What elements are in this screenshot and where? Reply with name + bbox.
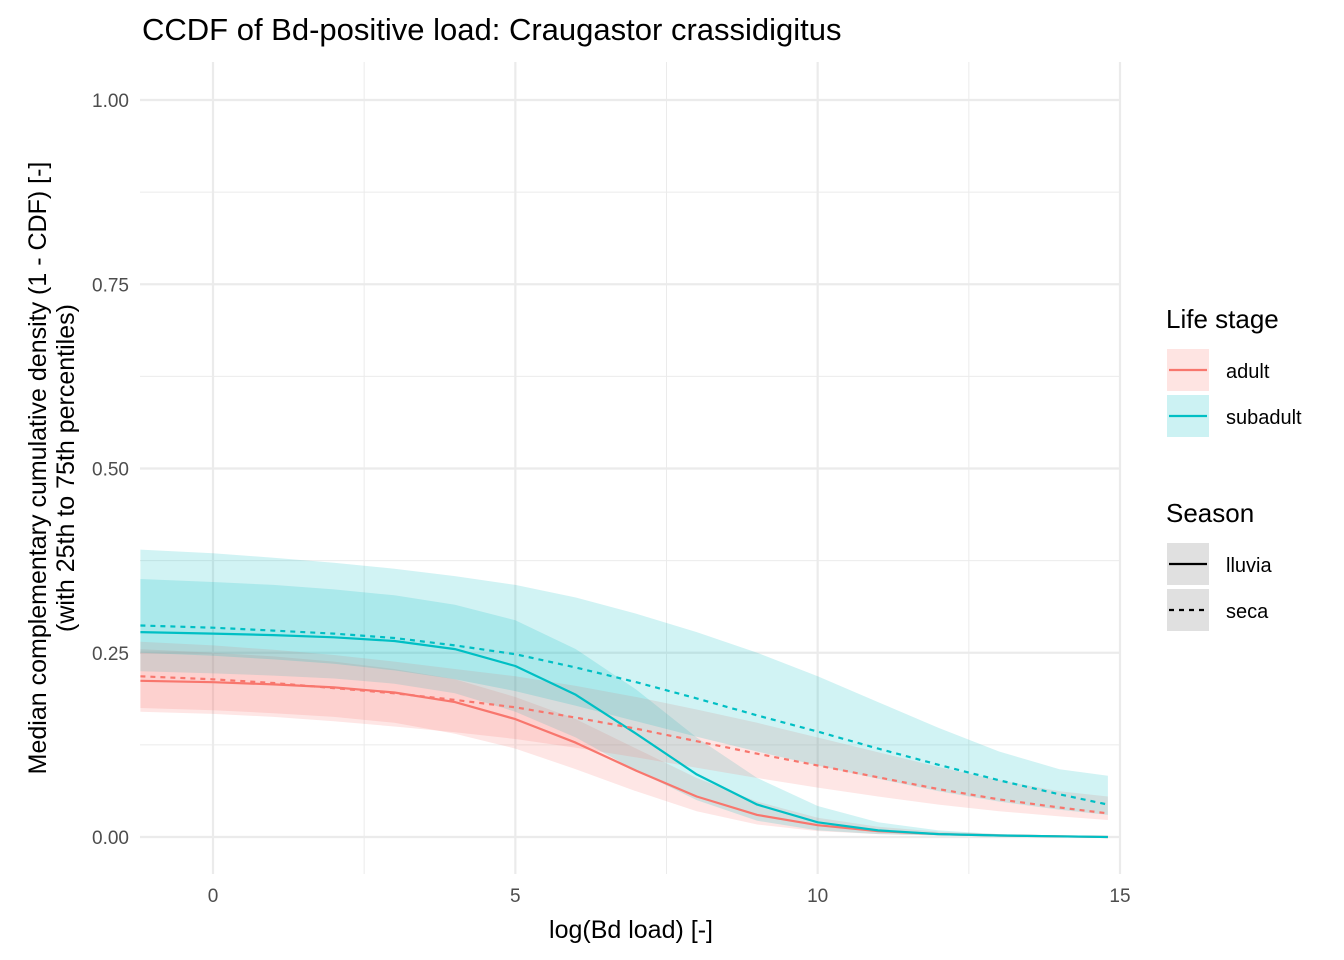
legend-item-subadult: subadult — [1167, 395, 1302, 437]
y-tick-label: 0.50 — [92, 460, 129, 481]
y-tick-label: 1.00 — [92, 91, 129, 112]
line-subadult-lluvia — [140, 631, 1108, 839]
y-tick-label: 0.00 — [92, 828, 129, 849]
legend-label-seca: seca — [1226, 601, 1269, 623]
y-axis-title-line1: Median complementary cumulative density … — [24, 162, 52, 775]
ribbon-subadult-seca — [140, 549, 1108, 815]
x-tick-label: 15 — [1109, 886, 1130, 907]
y-ticks: 0.00 0.25 0.50 0.75 1.00 — [92, 91, 129, 849]
x-tick-label: 0 — [208, 886, 219, 907]
legend-title-season: Season — [1166, 498, 1254, 528]
x-ticks: 0 5 10 15 — [208, 886, 1131, 907]
y-axis-title-line2: (with 25th to 75th percentiles) — [52, 304, 80, 632]
legend-label-subadult: subadult — [1226, 407, 1302, 429]
legend: Life stage adult subadult Season lluvia … — [1166, 304, 1302, 631]
line-subadult-seca — [140, 624, 1109, 806]
legend-item-seca: seca — [1167, 589, 1269, 631]
line-adult-seca — [140, 675, 1109, 815]
x-axis-title: log(Bd load) [-] — [549, 916, 713, 944]
x-tick-label: 5 — [510, 886, 521, 907]
legend-label-adult: adult — [1226, 361, 1270, 383]
y-tick-label: 0.25 — [92, 644, 129, 665]
y-tick-label: 0.75 — [92, 275, 129, 296]
ribbon-adult-lluvia — [140, 649, 1108, 837]
legend-title-life-stage: Life stage — [1166, 304, 1279, 334]
x-tick-label: 10 — [807, 886, 828, 907]
legend-item-adult: adult — [1167, 349, 1270, 391]
ribbon-subadult-lluvia — [140, 579, 1108, 837]
series-lines — [140, 624, 1109, 839]
legend-label-lluvia: lluvia — [1226, 555, 1272, 577]
chart-title: CCDF of Bd-positive load: Craugastor cra… — [142, 12, 842, 47]
gridlines — [140, 62, 1122, 874]
legend-item-lluvia: lluvia — [1167, 543, 1272, 585]
